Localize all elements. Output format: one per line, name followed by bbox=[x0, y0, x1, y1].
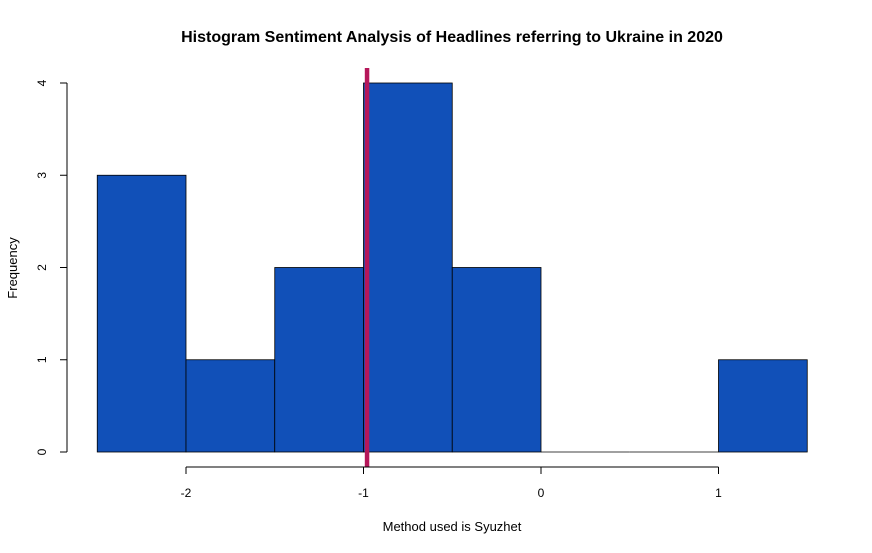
bars-group bbox=[96, 82, 808, 453]
histogram-bar-0 bbox=[96, 174, 187, 453]
x-tick-label: -1 bbox=[358, 486, 369, 500]
chart-title: Histogram Sentiment Analysis of Headline… bbox=[181, 29, 723, 46]
y-axis-label: Frequency bbox=[5, 237, 20, 299]
x-tick-label: 1 bbox=[715, 486, 722, 500]
y-tick-label: 3 bbox=[35, 172, 49, 179]
y-tick-label: 1 bbox=[35, 356, 49, 363]
histogram-bar-2 bbox=[274, 267, 364, 453]
y-axis: 0 1 2 3 4 bbox=[35, 79, 68, 455]
histogram-bar-1 bbox=[185, 359, 276, 453]
x-axis-label: Method used is Syuzhet bbox=[383, 519, 522, 534]
histogram-bar-4 bbox=[451, 267, 542, 453]
y-tick-label: 0 bbox=[35, 448, 49, 455]
histogram-bar-7 bbox=[718, 359, 808, 453]
x-axis: -2 -1 0 1 bbox=[181, 466, 722, 500]
x-tick-label: -2 bbox=[181, 486, 192, 500]
y-tick-label: 4 bbox=[35, 79, 49, 86]
x-tick-label: 0 bbox=[538, 486, 545, 500]
histogram-bar-3 bbox=[363, 82, 453, 453]
y-tick-label: 2 bbox=[35, 264, 49, 271]
